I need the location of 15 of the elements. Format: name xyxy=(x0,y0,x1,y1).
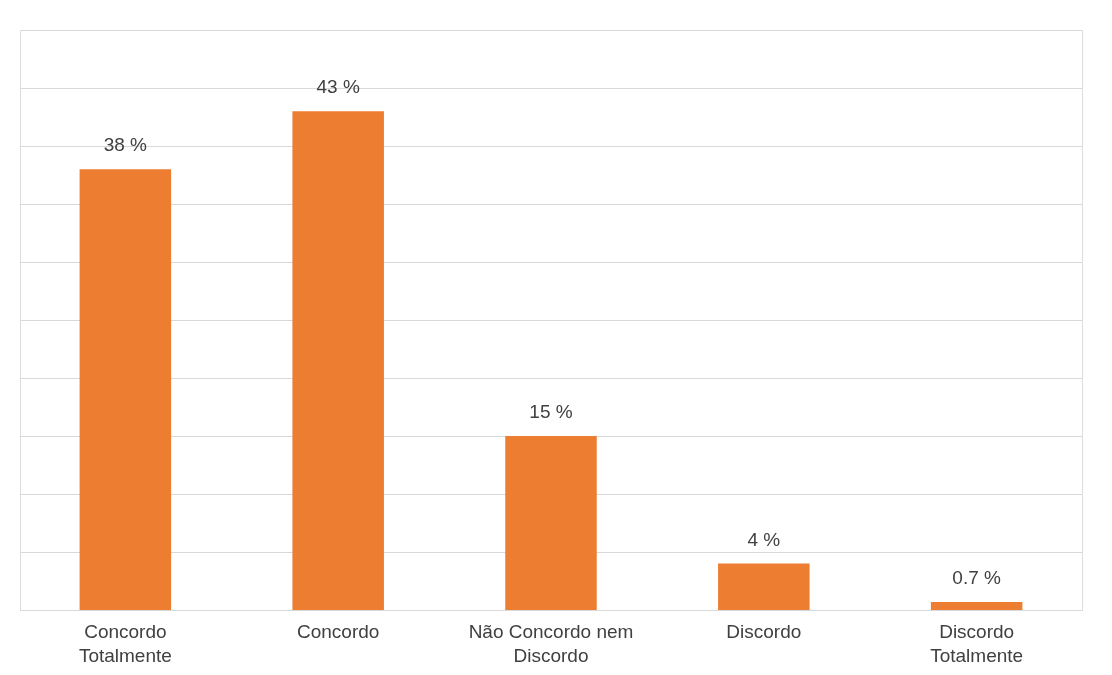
x-tick-label: Discordo xyxy=(726,620,802,642)
bar xyxy=(930,601,1023,610)
bar xyxy=(79,169,172,610)
data-label: 15 % xyxy=(529,401,573,422)
x-tick-label: Discordo Totalmente xyxy=(930,620,1024,666)
bar xyxy=(718,563,810,610)
bar xyxy=(292,111,384,610)
data-label: 4 % xyxy=(747,528,781,550)
x-tick-label: Não Concordo nem Discordo xyxy=(468,620,634,666)
data-label: 43 % xyxy=(316,76,360,98)
data-label: 0.7 % xyxy=(952,566,1002,588)
data-label: 38 % xyxy=(103,134,148,156)
x-tick-label: Concordo Totalmente xyxy=(78,620,172,666)
x-tick-label: Concordo xyxy=(296,620,380,642)
bar xyxy=(505,436,597,610)
